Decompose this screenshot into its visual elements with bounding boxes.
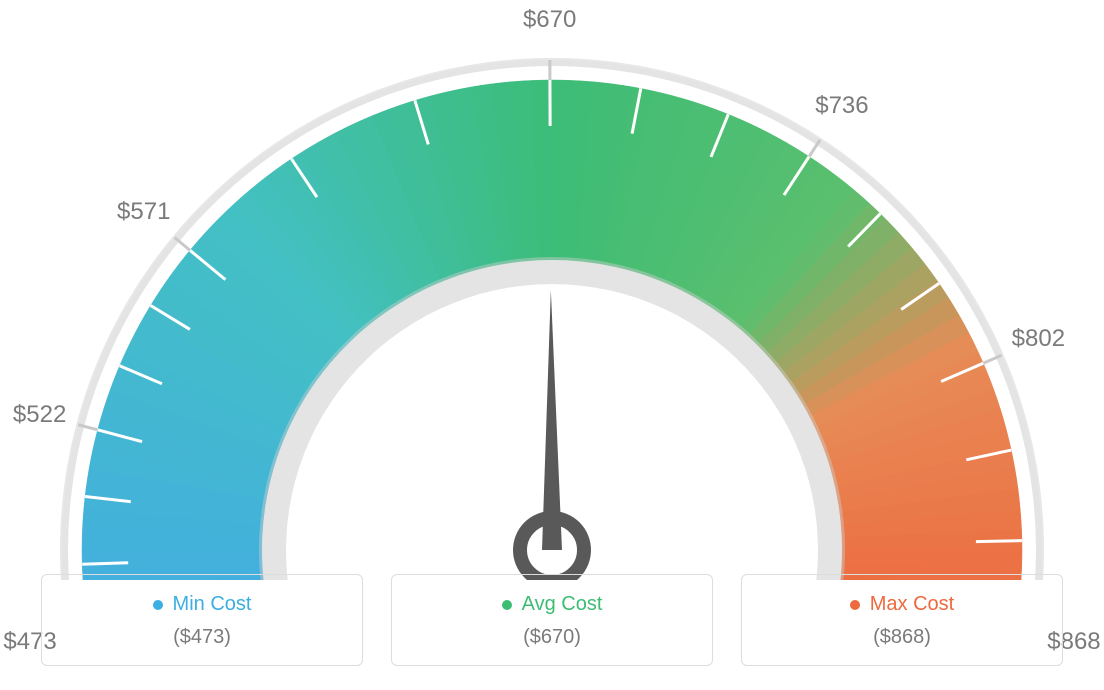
legend-card-min: Min Cost ($473) xyxy=(41,574,363,666)
gauge-tick-label: $670 xyxy=(523,6,576,34)
gauge-svg xyxy=(0,20,1104,580)
legend-dot-icon xyxy=(153,600,163,610)
legend-title-text: Max Cost xyxy=(870,593,954,616)
legend-dot-icon xyxy=(502,600,512,610)
legend-title-text: Avg Cost xyxy=(522,593,603,616)
legend-dot-icon xyxy=(850,600,860,610)
legend-card-avg: Avg Cost ($670) xyxy=(391,574,713,666)
gauge-tick-label: $571 xyxy=(117,198,170,226)
legend-value: ($868) xyxy=(752,626,1052,649)
gauge-chart: $473$522$571$670$736$802$868 xyxy=(0,0,1104,560)
legend-title: Avg Cost xyxy=(502,593,603,616)
legend-title-text: Min Cost xyxy=(173,593,252,616)
legend-value: ($473) xyxy=(52,626,352,649)
legend-title: Max Cost xyxy=(850,593,954,616)
gauge-tick-label: $522 xyxy=(13,401,66,429)
legend-value: ($670) xyxy=(402,626,702,649)
legend-title: Min Cost xyxy=(153,593,252,616)
gauge-tick-label: $736 xyxy=(815,92,868,120)
legend-card-max: Max Cost ($868) xyxy=(741,574,1063,666)
legend-row: Min Cost ($473) Avg Cost ($670) Max Cost ($86… xyxy=(0,574,1104,666)
gauge-tick-label: $802 xyxy=(1012,325,1065,353)
